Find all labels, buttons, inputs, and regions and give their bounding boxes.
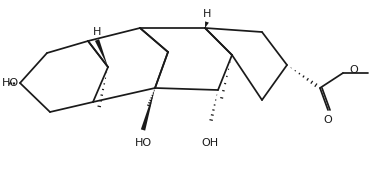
Text: O: O <box>349 65 358 75</box>
Polygon shape <box>141 88 155 131</box>
Text: HO: HO <box>2 78 19 88</box>
Text: H: H <box>203 9 211 19</box>
Text: O: O <box>324 115 332 125</box>
Polygon shape <box>205 21 209 28</box>
Text: HO: HO <box>135 138 152 148</box>
Text: OH: OH <box>201 138 219 148</box>
Text: H: H <box>93 27 101 37</box>
Polygon shape <box>95 39 108 67</box>
